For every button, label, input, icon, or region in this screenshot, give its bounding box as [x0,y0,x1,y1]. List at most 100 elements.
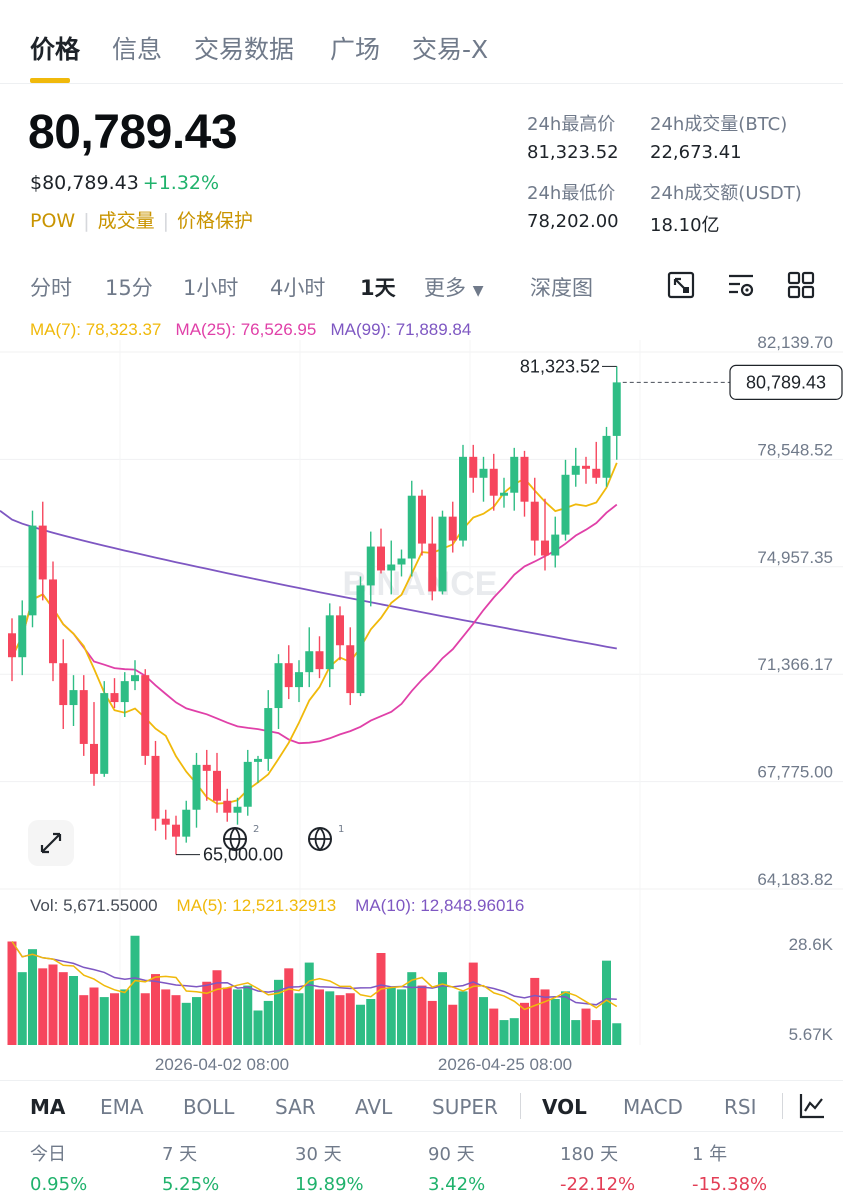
timeframe-depth[interactable]: 深度图 [530,276,593,300]
timeframe-1d[interactable]: 1天 [360,276,396,300]
volume-axis-label: 28.6K [789,935,834,954]
stat-label: 24h最高价 [527,114,616,135]
stat-24h-volume-btc: 24h成交量(BTC) 22,673.41 [650,110,787,163]
high-marker-label: 81,323.52 [520,356,600,376]
tag-price-protection[interactable]: 价格保护 [177,210,254,232]
volume-bar [222,987,232,1045]
more-label: 更多 [424,276,466,300]
event-marker-icon[interactable]: 1 [305,822,349,866]
candle [438,516,447,592]
perf-1y: 1 年 -15.38% [692,1140,767,1195]
volume-bar [202,981,212,1045]
candle [530,501,539,541]
candle [366,546,375,586]
candle [28,525,37,616]
timeframe-15m[interactable]: 15分 [105,276,153,300]
indicator-ema[interactable]: EMA [100,1095,144,1119]
indicator-vol[interactable]: VOL [542,1095,587,1119]
tab-trade-x[interactable]: 交易-X [412,35,489,64]
volume-bar [458,991,468,1045]
timeframe-4h[interactable]: 4小时 [270,276,326,300]
candle [500,492,508,496]
ma-legend: MA(7): 78,323.37 MA(25): 76,526.95 MA(99… [30,320,471,340]
volume-bar [438,972,447,1045]
volume-bar [407,972,417,1045]
timeframe-1h[interactable]: 1小时 [183,276,239,300]
candle [243,761,252,807]
last-price-tag [729,364,843,400]
indicator-avl[interactable]: AVL [355,1095,393,1119]
volume-bar [7,941,17,1045]
indicator-sar[interactable]: SAR [275,1095,316,1119]
volume-bar [602,960,611,1045]
volume-bar [530,977,540,1045]
candle [182,809,191,837]
candlestick-chart[interactable]: BINANCE 82,139.70 78,548.52 74,957.35 71,36… [0,300,843,1080]
candle [469,456,478,478]
volume-axis-label: 5.67K [789,1025,834,1044]
tab-square[interactable]: 广场 [330,35,381,64]
candle [612,382,621,436]
perf-label: 今日 [30,1144,66,1165]
perf-today: 今日 0.95% [30,1140,87,1195]
candle [192,764,201,810]
stat-24h-high: 24h最高价 81,323.52 [527,110,619,163]
expand-arrows-icon [40,832,62,854]
volume-bar [386,987,396,1045]
expand-chart-button[interactable] [28,820,74,866]
price-usd: $80,789.43 [30,172,139,194]
tab-trading-data[interactable]: 交易数据 [194,35,295,64]
indicator-rsi[interactable]: RSI [724,1095,757,1119]
candle [387,564,396,571]
top-tabs: 价格 信息 交易数据 广场 交易-X [0,0,843,84]
volume-bar [89,987,99,1045]
volume-bar [489,1008,499,1045]
volume-bar [356,1004,365,1045]
candle [284,663,293,688]
last-price-tag-text: 80,789.43 [746,372,826,392]
stat-value: 81,323.52 [527,142,619,163]
candle [274,663,283,709]
candle [377,546,385,571]
tag-volume[interactable]: 成交量 [97,210,155,232]
tab-price[interactable]: 价格 [30,35,81,64]
fullscreen-icon[interactable] [666,270,696,300]
y-axis-label: 64,183.82 [757,870,833,889]
candle [223,800,232,813]
volume-bar [140,993,150,1045]
vol-ma10-legend: MA(10): 12,848.96016 [355,896,525,915]
perf-label: 180 天 [560,1144,619,1165]
volume-bar [479,997,488,1045]
indicator-ma[interactable]: MA [30,1095,66,1119]
perf-value: 3.42% [428,1174,486,1195]
perf-value: 0.95% [30,1174,88,1195]
candle [592,468,601,478]
layout-grid-icon[interactable] [786,270,816,300]
indicator-super[interactable]: SUPER [432,1095,498,1119]
indicator-settings-icon[interactable] [726,270,756,300]
timeframe-more[interactable]: 更多 ▼ [424,272,483,302]
volume-bar [448,1004,458,1045]
volume-bar [325,991,335,1045]
volume-bar [79,995,89,1045]
indicator-macd[interactable]: MACD [623,1095,683,1119]
candle [38,525,47,580]
perf-label: 1 年 [692,1144,728,1165]
volume-bar [110,993,119,1045]
indicator-boll[interactable]: BOLL [183,1095,235,1119]
volume-bar [499,1020,509,1045]
indicator-chart-icon[interactable] [797,1091,827,1121]
timeframe-time-share[interactable]: 分时 [30,276,72,300]
volume-bar [171,995,181,1045]
stat-value: 22,673.41 [650,142,742,163]
tag-pow[interactable]: POW [30,210,76,232]
candle [151,755,160,819]
candle [69,690,78,706]
event-marker-icon[interactable]: 2 [220,822,264,866]
candle [315,651,324,670]
volume-bar [69,976,78,1045]
volume-legend: Vol: 5,671.55000 MA(5): 12,521.32913 MA(… [30,896,524,916]
tab-info[interactable]: 信息 [112,35,163,64]
ma99-line [0,509,617,650]
candle [602,435,611,478]
